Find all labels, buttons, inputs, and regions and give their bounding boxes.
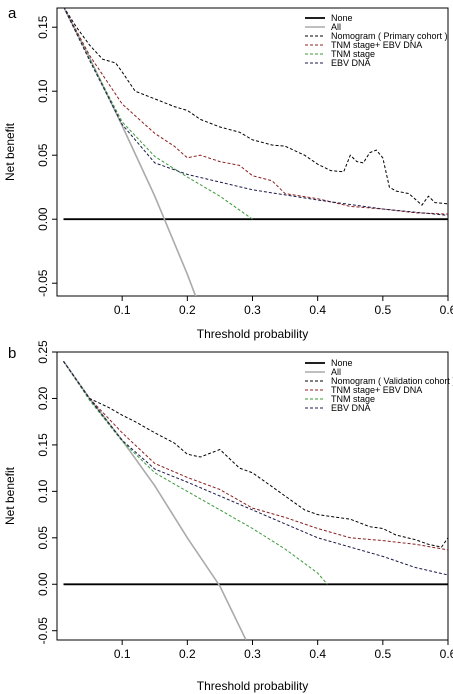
y-tick-label: 0.25 bbox=[36, 340, 50, 364]
x-tick-label: 0.6 bbox=[440, 303, 453, 317]
x-tick-label: 0.3 bbox=[244, 303, 261, 317]
legend-entry: None bbox=[331, 358, 353, 368]
series-line-3 bbox=[63, 361, 448, 551]
legend-entry: TNM stage+ EBV DNA bbox=[331, 40, 422, 50]
legend-entry: Nomogram ( Validation cohort ) bbox=[331, 376, 453, 386]
series-line-5 bbox=[63, 8, 448, 216]
x-tick-label: 0.6 bbox=[440, 647, 453, 661]
series-line-4 bbox=[63, 361, 328, 585]
legend-entry: TNM stage bbox=[331, 49, 375, 59]
panel-label: a bbox=[8, 5, 17, 22]
series-group bbox=[63, 8, 448, 296]
x-tick-label: 0.2 bbox=[179, 303, 196, 317]
series-line-1 bbox=[62, 360, 247, 640]
y-tick-label: 0.05 bbox=[36, 526, 50, 550]
legend-entry: TNM stage+ EBV DNA bbox=[331, 385, 422, 395]
x-tick-label: 0.4 bbox=[309, 647, 326, 661]
series-line-2 bbox=[63, 8, 448, 206]
legend-entry: EBV DNA bbox=[331, 58, 371, 68]
legend-entry: Nomogram ( Primary cohort ) bbox=[331, 31, 448, 41]
series-line-4 bbox=[63, 8, 253, 220]
x-tick-label: 0.1 bbox=[114, 303, 131, 317]
panel-label: b bbox=[8, 345, 16, 362]
plot-frame bbox=[56, 351, 449, 641]
chart-panel-b: b 0.1 0.2 0.3 0.4 0.5 0.6 -0.05 0.00 0.05 0.10 0.15… bbox=[3, 340, 453, 693]
x-tick-label: 0.3 bbox=[244, 647, 261, 661]
chart-panel-a: a 0.1 0.2 0.3 0.4 0.5 0.6 -0.05 0.00 0.05 0.10 0.15… bbox=[3, 5, 453, 341]
x-tick-label: 0.5 bbox=[374, 647, 391, 661]
y-tick-label: -0.05 bbox=[36, 617, 50, 645]
x-tick-label: 0.2 bbox=[179, 647, 196, 661]
x-axis-title: Threshold probability bbox=[197, 327, 308, 341]
series-line-3 bbox=[63, 8, 448, 215]
y-tick-label: 0.00 bbox=[36, 207, 50, 231]
y-tick-label: 0.10 bbox=[36, 79, 50, 103]
x-tick-label: 0.1 bbox=[114, 647, 131, 661]
y-tick-label: 0.15 bbox=[36, 433, 50, 457]
plot-frame bbox=[56, 7, 449, 297]
y-tick-label: -0.05 bbox=[36, 269, 50, 297]
series-line-5 bbox=[63, 361, 448, 576]
x-tick-label: 0.4 bbox=[309, 303, 326, 317]
legend-entry: All bbox=[331, 22, 341, 32]
series-line-2 bbox=[63, 361, 448, 548]
legend-entry: All bbox=[331, 367, 341, 377]
y-tick-label: 0.15 bbox=[36, 15, 50, 39]
y-tick-label: 0.20 bbox=[36, 386, 50, 410]
legend-entry: TNM stage bbox=[331, 394, 375, 404]
y-tick-label: 0.05 bbox=[36, 143, 50, 167]
series-line-1 bbox=[63, 8, 197, 296]
legend-entry: EBV DNA bbox=[331, 403, 371, 413]
y-axis-title: Net benefit bbox=[3, 466, 17, 525]
x-tick-label: 0.5 bbox=[374, 303, 391, 317]
series-group bbox=[62, 360, 448, 640]
y-tick-label: 0.10 bbox=[36, 479, 50, 503]
legend-entry: None bbox=[331, 13, 353, 23]
y-axis-title: Net benefit bbox=[3, 122, 17, 181]
x-axis-title: Threshold probability bbox=[197, 679, 308, 693]
y-tick-label: 0.00 bbox=[36, 572, 50, 596]
